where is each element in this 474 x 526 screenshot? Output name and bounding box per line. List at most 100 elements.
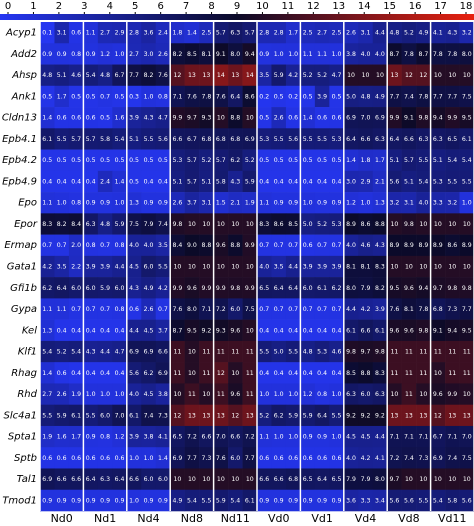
cell-value: 2.6 xyxy=(144,306,154,313)
heatmap-cell xyxy=(387,298,402,320)
cell-value: 1.0 xyxy=(332,391,342,398)
cell-value: 9.6 xyxy=(390,327,400,334)
heatmap-cell xyxy=(54,170,70,193)
heatmap-cell xyxy=(199,319,214,342)
cell-value: 5.3 xyxy=(332,136,342,143)
cell-value: 9.6 xyxy=(230,391,240,398)
heatmap-cell xyxy=(257,170,272,193)
heatmap-cell xyxy=(40,213,55,235)
heatmap-cell xyxy=(401,255,417,278)
heatmap-cell xyxy=(155,319,171,342)
cell-value: 0.7 xyxy=(71,306,81,313)
heatmap-cell xyxy=(40,22,55,44)
cell-value: 4.8 xyxy=(100,72,110,79)
cell-value: 8.9 xyxy=(418,242,428,249)
heatmap-cell xyxy=(184,319,200,342)
heatmap-cell xyxy=(459,468,474,491)
colorbar-tick-label: 15 xyxy=(383,1,396,12)
cell-value: 11 xyxy=(448,370,456,377)
heatmap-cell xyxy=(387,128,402,150)
cell-value: 0.4 xyxy=(274,178,284,185)
heatmap-cell xyxy=(199,362,214,384)
heatmap-cell xyxy=(329,404,345,427)
heatmap-cell xyxy=(68,107,84,129)
heatmap-cell xyxy=(445,340,460,363)
cell-value: 4.4 xyxy=(375,30,385,37)
heatmap-cell xyxy=(387,468,402,491)
cell-value: 4.5 xyxy=(144,391,154,398)
heatmap-cell xyxy=(358,340,374,363)
cell-value: 7.9 xyxy=(144,221,154,228)
cell-value: 0.9 xyxy=(86,434,96,441)
cell-value: 10 xyxy=(390,391,398,398)
cell-value: 0.5 xyxy=(332,93,342,100)
heatmap-cell xyxy=(459,128,474,150)
heatmap-cell xyxy=(126,362,142,384)
heatmap-cell xyxy=(314,298,330,320)
colorbar-tick-label: 7 xyxy=(183,1,189,12)
heatmap-cell xyxy=(228,447,243,469)
cell-value: 1.0 xyxy=(115,200,125,207)
cell-value: 12 xyxy=(217,370,225,377)
cell-value: 0.5 xyxy=(129,178,139,185)
heatmap-cell xyxy=(97,425,113,448)
heatmap-cell xyxy=(112,85,128,108)
heatmap-cell xyxy=(445,425,460,448)
heatmap-cell xyxy=(54,489,70,512)
cell-value: 4.4 xyxy=(346,306,356,313)
cell-value: 6.6 xyxy=(361,136,371,143)
heatmap-cell xyxy=(170,22,185,44)
heatmap-cell xyxy=(343,170,359,193)
heatmap-cell xyxy=(40,149,55,172)
cell-value: 9.8 xyxy=(375,349,385,356)
heatmap-cell xyxy=(358,489,374,512)
heatmap-cell xyxy=(285,255,301,278)
heatmap-cell xyxy=(199,425,214,448)
colorbar-tick-label: 5 xyxy=(132,1,138,12)
heatmap-cell xyxy=(387,170,402,193)
cell-value: 0.5 xyxy=(274,157,284,164)
cell-value: 0.4 xyxy=(259,178,269,185)
cell-value: 8.9 xyxy=(390,242,400,249)
cell-value: 0.7 xyxy=(332,306,342,313)
heatmap-cell xyxy=(314,64,330,87)
cell-value: 0.7 xyxy=(42,242,52,249)
heatmap-cell xyxy=(184,85,200,108)
heatmap-cell xyxy=(459,425,474,448)
heatmap-cell xyxy=(285,468,301,491)
cell-value: 1.1 xyxy=(259,434,269,441)
heatmap-cell xyxy=(285,277,301,299)
row-label: Sptb xyxy=(14,453,37,464)
cell-value: 9.6 xyxy=(404,327,414,334)
heatmap-cell xyxy=(358,64,374,87)
heatmap-cell xyxy=(213,85,229,108)
cell-value: 9.1 xyxy=(216,51,226,58)
cell-value: 7.8 xyxy=(418,93,428,100)
cell-value: 7.6 xyxy=(173,306,183,313)
heatmap-cell xyxy=(343,362,359,384)
heatmap-cell xyxy=(401,277,417,299)
heatmap-cell xyxy=(126,213,142,235)
cell-value: 0.5 xyxy=(303,157,313,164)
heatmap-cell xyxy=(445,85,460,108)
heatmap-cell xyxy=(459,149,474,172)
cell-value: 0.7 xyxy=(288,242,298,249)
cell-value: 5.4 xyxy=(86,72,96,79)
cell-value: 0.9 xyxy=(86,200,96,207)
heatmap-cell xyxy=(242,447,258,469)
heatmap-cell xyxy=(401,340,417,363)
heatmap-cell xyxy=(126,319,142,342)
cell-value: 6.4 xyxy=(317,412,327,419)
heatmap-cell xyxy=(170,362,185,384)
heatmap-cell xyxy=(387,447,402,469)
heatmap-cell xyxy=(213,447,229,469)
cell-value: 0.7 xyxy=(259,306,269,313)
group-label: Nd4 xyxy=(137,512,159,525)
cell-value: 5.9 xyxy=(245,178,255,185)
colorbar-tick-label: 17 xyxy=(434,1,447,12)
cell-value: 1.4 xyxy=(158,455,168,462)
cell-value: 5.7 xyxy=(187,178,197,185)
cell-value: 4.4 xyxy=(129,327,139,334)
heatmap-cell xyxy=(170,128,185,150)
heatmap-cell xyxy=(358,362,374,384)
